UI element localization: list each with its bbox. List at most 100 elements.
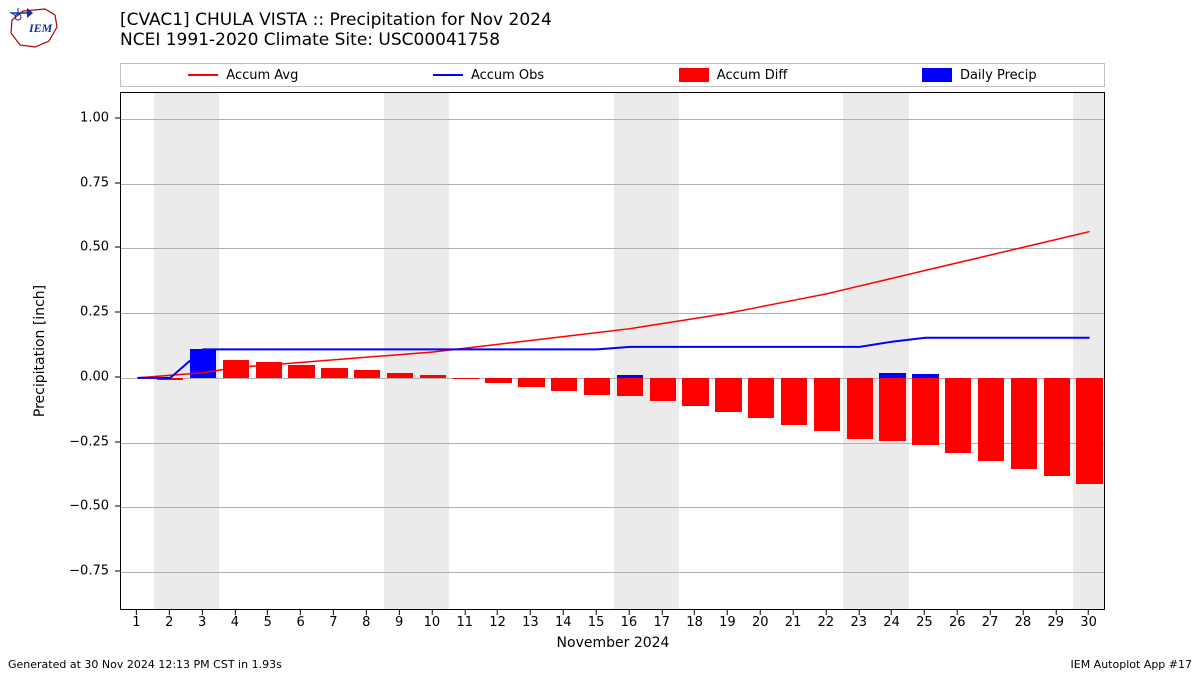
x-tick: 13 (522, 610, 539, 630)
x-tick: 12 (489, 610, 506, 630)
x-tick-label: 30 (1080, 615, 1097, 630)
y-tick-label: 0.75 (80, 175, 115, 190)
y-tick: −0.50 (69, 499, 120, 514)
accum-obs-line (121, 93, 1105, 610)
x-tick: 8 (362, 610, 370, 630)
x-tick-label: 29 (1047, 615, 1064, 630)
y-tick-label: −0.75 (69, 564, 115, 579)
x-tick-label: 3 (198, 615, 206, 630)
x-tick: 29 (1047, 610, 1064, 630)
x-tick-label: 4 (231, 615, 239, 630)
plot-area (120, 92, 1105, 610)
y-tick: 0.00 (80, 369, 120, 384)
legend-item: Daily Precip (922, 68, 1037, 83)
x-tick: 9 (395, 610, 403, 630)
x-tick: 10 (424, 610, 441, 630)
y-tick-label: −0.50 (69, 499, 115, 514)
x-tick-label: 2 (165, 615, 173, 630)
x-tick: 5 (264, 610, 272, 630)
x-tick-label: 21 (785, 615, 802, 630)
x-tick: 11 (456, 610, 473, 630)
x-tick: 26 (949, 610, 966, 630)
x-tick: 6 (296, 610, 304, 630)
y-tick-label: −0.25 (69, 434, 115, 449)
legend-swatch (433, 74, 463, 76)
footer-appid: IEM Autoplot App #17 (1071, 658, 1193, 671)
legend-item: Accum Diff (679, 68, 788, 83)
svg-text:IEM: IEM (28, 21, 53, 35)
x-axis: 1234567891011121314151617181920212223242… (120, 610, 1105, 628)
x-tick: 28 (1015, 610, 1032, 630)
x-tick: 7 (329, 610, 337, 630)
x-tick-label: 23 (850, 615, 867, 630)
x-tick: 25 (916, 610, 933, 630)
x-tick: 18 (686, 610, 703, 630)
x-tick-label: 10 (424, 615, 441, 630)
x-tick: 1 (132, 610, 140, 630)
y-tick: 0.75 (80, 175, 120, 190)
legend-label: Daily Precip (960, 68, 1037, 83)
x-tick-label: 26 (949, 615, 966, 630)
x-tick-label: 15 (588, 615, 605, 630)
x-tick: 19 (719, 610, 736, 630)
x-tick: 24 (883, 610, 900, 630)
x-tick: 20 (752, 610, 769, 630)
x-tick-label: 18 (686, 615, 703, 630)
x-axis-label: November 2024 (557, 635, 670, 651)
x-tick: 4 (231, 610, 239, 630)
x-tick-label: 22 (818, 615, 835, 630)
x-tick: 17 (653, 610, 670, 630)
x-tick-label: 17 (653, 615, 670, 630)
y-tick: 0.25 (80, 305, 120, 320)
x-tick-label: 11 (456, 615, 473, 630)
legend: Accum Avg Accum Obs Accum Diff Daily Precip (120, 63, 1105, 87)
legend-item: Accum Avg (188, 68, 298, 83)
legend-item: Accum Obs (433, 68, 544, 83)
x-tick: 16 (621, 610, 638, 630)
x-tick-label: 7 (329, 615, 337, 630)
iem-logo: IEM (5, 5, 60, 54)
x-tick-label: 14 (555, 615, 572, 630)
y-axis: −0.75−0.50−0.250.000.250.500.751.00 (75, 92, 120, 610)
y-axis-label: Precipitation [inch] (32, 285, 48, 417)
x-tick: 27 (982, 610, 999, 630)
x-tick: 15 (588, 610, 605, 630)
legend-swatch (679, 68, 709, 82)
x-tick: 3 (198, 610, 206, 630)
x-tick-label: 9 (395, 615, 403, 630)
x-tick-label: 5 (264, 615, 272, 630)
x-tick-label: 13 (522, 615, 539, 630)
x-tick: 2 (165, 610, 173, 630)
title-line-2: NCEI 1991-2020 Climate Site: USC00041758 (120, 30, 552, 50)
legend-swatch (188, 74, 218, 76)
x-tick: 22 (818, 610, 835, 630)
chart-title: [CVAC1] CHULA VISTA :: Precipitation for… (120, 10, 552, 50)
legend-label: Accum Avg (226, 68, 298, 83)
footer-generated: Generated at 30 Nov 2024 12:13 PM CST in… (8, 658, 282, 671)
y-tick-label: 0.25 (80, 305, 115, 320)
legend-swatch (922, 68, 952, 82)
x-tick-label: 20 (752, 615, 769, 630)
y-tick: −0.75 (69, 564, 120, 579)
x-tick-label: 1 (132, 615, 140, 630)
x-tick-label: 16 (621, 615, 638, 630)
y-tick: 1.00 (80, 110, 120, 125)
x-tick: 30 (1080, 610, 1097, 630)
x-tick-label: 27 (982, 615, 999, 630)
title-line-1: [CVAC1] CHULA VISTA :: Precipitation for… (120, 10, 552, 30)
x-tick: 21 (785, 610, 802, 630)
x-tick: 23 (850, 610, 867, 630)
y-tick-label: 1.00 (80, 110, 115, 125)
x-tick-label: 12 (489, 615, 506, 630)
x-tick-label: 28 (1015, 615, 1032, 630)
x-tick: 14 (555, 610, 572, 630)
x-tick-label: 19 (719, 615, 736, 630)
x-tick-label: 6 (296, 615, 304, 630)
x-tick-label: 25 (916, 615, 933, 630)
y-tick: 0.50 (80, 240, 120, 255)
y-tick-label: 0.50 (80, 240, 115, 255)
y-tick: −0.25 (69, 434, 120, 449)
y-tick-label: 0.00 (80, 369, 115, 384)
legend-label: Accum Obs (471, 68, 544, 83)
x-tick-label: 8 (362, 615, 370, 630)
